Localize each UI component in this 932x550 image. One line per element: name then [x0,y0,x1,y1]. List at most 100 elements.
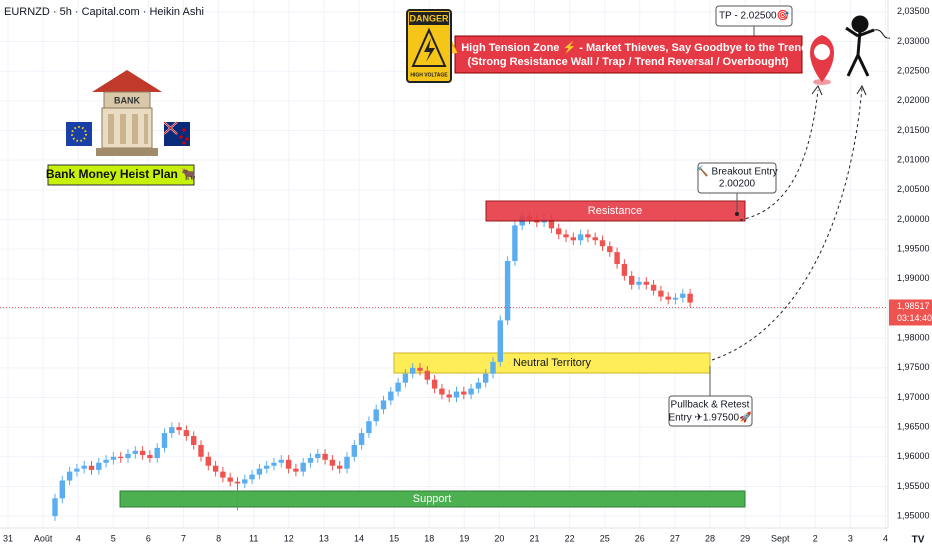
candle-body [643,281,649,285]
candle-body [410,367,416,374]
candle-body [81,465,87,469]
candle-body [110,456,117,460]
candle-body [344,456,350,469]
x-tick-label: 4 [76,533,81,543]
x-tick-label: Août [34,533,53,543]
stickman [845,15,875,77]
x-tick-label: 19 [459,533,469,543]
x-tick-label: 2 [813,533,818,543]
candle-body [52,498,58,517]
candle-body [234,481,241,484]
candle-body [665,296,671,300]
tension-text: (Strong Resistance Wall / Trap / Trend R… [467,56,788,68]
x-tick-label: 4 [883,533,888,543]
candle-body [373,409,379,422]
candle-body [154,447,160,458]
candle-body [592,237,598,241]
candle-body [169,427,175,434]
candle-body [293,468,299,472]
tension-box [454,35,803,74]
candle-body [358,433,365,445]
candle-body [242,479,248,484]
candle-body [161,433,168,448]
x-tick-label: 14 [354,533,364,543]
candle-body [497,320,503,362]
candle-body [672,297,679,300]
x-tick-label: 12 [284,533,294,543]
candle-body [687,293,693,303]
x-tick-label: 7 [181,533,186,543]
arrow-head [856,84,867,96]
candle-body [125,453,131,458]
x-tick-label: 21 [529,533,539,543]
candle-body [198,444,204,457]
arrow [739,89,819,221]
candle-body [322,453,328,460]
y-tick-label: 1,97500 [897,362,930,372]
danger-triangle [411,27,447,67]
x-tick-label: 3 [848,533,853,543]
pin-shadow [813,79,831,85]
x-tick-label: 22 [565,533,575,543]
candle-body [548,219,555,229]
neutral-label: Neutral Territory [513,357,592,369]
breakout-dot [735,212,739,216]
candle-body [636,281,642,285]
x-tick-label: 15 [389,533,399,543]
bank-label: BANK [114,95,140,105]
candle-body [402,373,409,383]
candle-body [417,367,423,371]
candle-body [191,436,197,445]
danger-band [409,12,449,25]
x-tick-label: 31 [3,533,13,543]
candle-body [212,465,219,472]
danger-text: DANGER [409,13,449,23]
candle-body [59,480,65,499]
bank-icon [66,70,190,156]
y-tick-label: 2,03500 [897,6,930,16]
x-tick-label: 8 [216,533,221,543]
y-tick-label: 1,98000 [897,333,930,343]
x-tick-label: 11 [249,533,258,543]
candle-body [461,391,467,395]
last-price-box [889,299,932,326]
x-tick-label: 5 [111,533,116,543]
y-tick-label: 1,96000 [897,451,930,461]
y-tick-label: 2,00000 [897,214,930,224]
candle-body [300,462,306,472]
y-tick-label: 2,01500 [897,125,930,135]
candle-body [650,284,657,291]
arrow [711,87,863,361]
candle-body [176,427,182,431]
candle-body [621,264,628,276]
y-tick-label: 2,03000 [897,36,930,46]
candle-body [424,370,430,380]
chart-title: EURNZD · 5h · Capital.com · Heikin Ashi [4,6,204,18]
plan-box [47,164,195,186]
candle-body [439,388,445,395]
axes: 1,95000 1,95500 1,96000 1,96500 1,97000 1,975… [0,6,932,543]
candle-body [96,462,102,470]
candle-body [132,450,138,454]
y-tick-label: 1,95500 [897,481,930,491]
candle-body [446,394,452,398]
candle-body [599,240,606,247]
countdown: 03:14:40 [897,313,932,323]
y-tick-label: 1,96500 [897,422,930,432]
candle-body [315,453,321,458]
candle-body [629,275,635,285]
candle-body [680,293,686,298]
x-tick-label: 18 [424,533,434,543]
candle-body [103,459,109,463]
candle-body [249,474,255,480]
candle-body [366,421,372,434]
y-tick-label: 1,97000 [897,392,930,402]
candle-body [585,234,591,238]
candle-body [264,465,270,469]
candle-body [614,252,620,264]
y-tick-label: 1,99500 [897,244,930,254]
candle-body [658,290,664,297]
y-tick-label: 2,02500 [897,66,930,76]
